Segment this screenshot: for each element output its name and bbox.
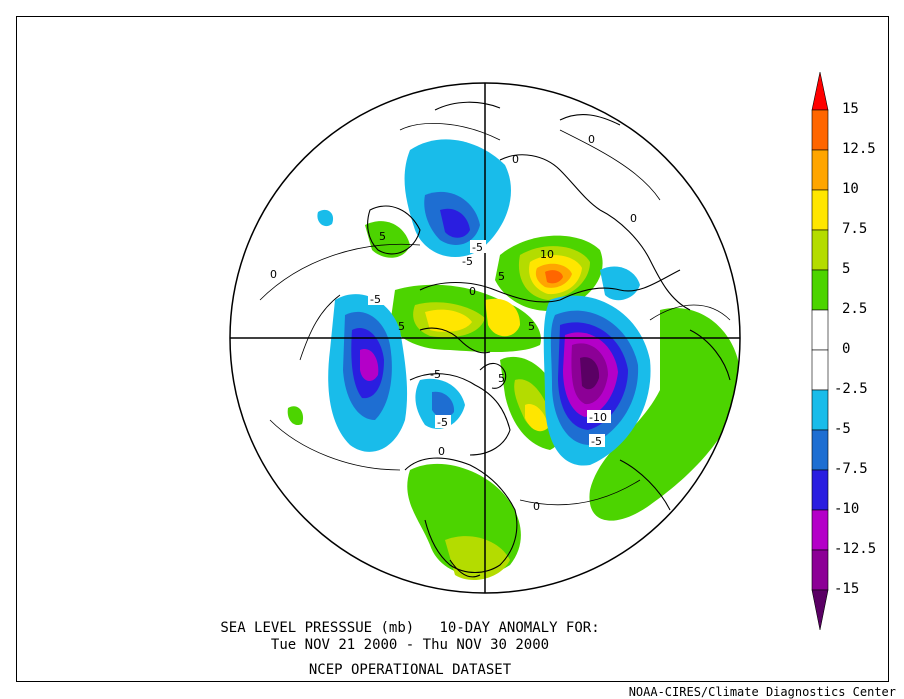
title-line-3: NCEP OPERATIONAL DATASET (308, 662, 512, 678)
anomaly-region-positive (589, 308, 740, 521)
credit-text: NOAA-CIRES/Climate Diagnostics Center (628, 685, 896, 699)
contour-label: -10 (589, 411, 607, 424)
color-bar-label: 0 (842, 341, 851, 357)
contour-label: 0 (512, 153, 519, 166)
contour-label: 5 (498, 270, 505, 283)
color-bar-label: -10 (834, 501, 860, 517)
color-bar-label: -15 (834, 581, 860, 597)
color-bar-segment (811, 389, 829, 431)
contour-label: 0 (588, 133, 595, 146)
color-bar-bottom-arrow (811, 589, 829, 631)
color-bar-label: 15 (842, 101, 859, 117)
title-line-2: Tue NOV 21 2000 - Thu NOV 30 2000 (270, 637, 550, 653)
contour-label: 0 (630, 212, 637, 225)
anomaly-region-positive (287, 406, 304, 426)
anomaly-region-negative (317, 209, 334, 227)
color-bar-segment (811, 429, 829, 471)
anomaly-region-negative (432, 391, 455, 418)
anomaly-region-negative (360, 349, 379, 382)
color-bar-segment (811, 229, 829, 271)
color-bar-segment (811, 309, 829, 351)
color-bar-segment (811, 469, 829, 511)
contour-label: 0 (438, 445, 445, 458)
anomaly-region-positive (485, 298, 520, 337)
contour-label: -5 (437, 416, 448, 429)
color-bar-segment (811, 189, 829, 231)
title-line-1: SEA LEVEL PRESSSUE (mb) 10-DAY ANOMALY F… (220, 620, 600, 636)
anomaly-region-negative (440, 208, 470, 238)
color-bar-label: -7.5 (834, 461, 868, 477)
color-bar (811, 71, 829, 631)
contour-label: 0 (270, 268, 277, 281)
contour-label: 0 (533, 500, 540, 513)
contour-label: 5 (379, 230, 386, 243)
contour-labels: 0 0 0 0 0 0 -5 -5 -5 -5 -5 5 5 5 5 5 10 … (270, 133, 637, 513)
color-bar-label: 2.5 (842, 301, 868, 317)
contour-label: -5 (591, 435, 602, 448)
plot-frame (16, 16, 889, 682)
anomaly-region-positive (525, 404, 548, 432)
color-bar-label: 12.5 (842, 141, 876, 157)
color-bar-label: 7.5 (842, 221, 868, 237)
contour-label: 10 (540, 248, 554, 261)
color-bar-label: 5 (842, 261, 851, 277)
anomaly-region-positive (425, 309, 472, 332)
color-bar-segment (811, 109, 829, 151)
contour-label: -5 (472, 241, 483, 254)
contour-label: 5 (528, 320, 535, 333)
contour-label: -5 (462, 255, 473, 268)
contour-label: -5 (370, 293, 381, 306)
color-bar-top-arrow (811, 71, 829, 111)
contour-label: -5 (430, 368, 441, 381)
contour-label: 5 (498, 372, 505, 385)
color-bar-label: -2.5 (834, 381, 868, 397)
color-bar-segment (811, 509, 829, 551)
color-bar-label: -5 (834, 421, 851, 437)
contour-lines (259, 123, 731, 506)
color-bar-segment (811, 269, 829, 311)
color-bar-segment (811, 549, 829, 591)
anomaly-region-negative (580, 357, 600, 390)
coastlines (367, 101, 731, 578)
anomaly-region-negative (600, 266, 640, 301)
color-bar-label: 10 (842, 181, 859, 197)
color-bar-label: -12.5 (834, 541, 877, 557)
contour-label: 0 (469, 285, 476, 298)
color-bar-segment (811, 149, 829, 191)
contour-label: 5 (398, 320, 405, 333)
color-bar-segment (811, 349, 829, 391)
anomaly-region-positive (545, 270, 563, 284)
